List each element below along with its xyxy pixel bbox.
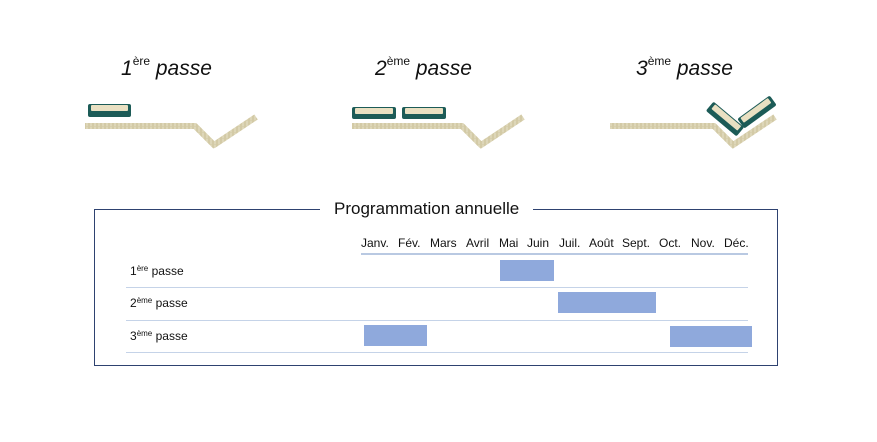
pass-number: 2	[130, 296, 137, 310]
pass-number: 1	[121, 57, 133, 80]
period-bar-pass-3a	[364, 325, 427, 346]
schedule-title: Programmation annuelle	[320, 199, 534, 219]
row-divider	[126, 352, 748, 353]
pass-number: 3	[636, 57, 648, 80]
row-label-pass-3: 3ème passe	[130, 329, 188, 343]
pass-word: passe	[151, 264, 184, 278]
pass-number: 2	[375, 57, 387, 80]
month-label: Juil.	[559, 236, 581, 250]
row-divider	[126, 287, 748, 288]
month-label: Mars	[430, 236, 457, 250]
mower-blade-icon	[352, 107, 396, 119]
pass-title-1: 1ère passe	[121, 54, 212, 81]
month-label: Mai	[499, 236, 519, 250]
terrain-profile-1	[85, 114, 258, 149]
header-divider	[361, 253, 748, 255]
pass-suffix: ème	[386, 54, 411, 68]
mower-blade-icon	[402, 107, 446, 119]
row-label-pass-2: 2ème passe	[130, 296, 188, 310]
terrain-profile-3	[610, 114, 777, 149]
month-label: Oct.	[659, 236, 682, 250]
pass-suffix: ème	[647, 54, 672, 68]
mower-blade-icon	[88, 104, 131, 117]
month-label: Sept.	[622, 236, 651, 250]
month-label: Juin	[527, 236, 550, 250]
period-bar-pass-3b	[670, 326, 752, 347]
row-divider	[126, 320, 748, 321]
month-label: Avril	[466, 236, 490, 250]
month-label: Nov.	[691, 236, 715, 250]
period-bar-pass-2	[558, 292, 656, 313]
pass-number: 1	[130, 264, 137, 278]
mower-blade-icon	[706, 102, 744, 136]
pass-title-2: 2ème passe	[375, 54, 472, 81]
row-label-pass-1: 1ère passe	[130, 264, 184, 278]
month-label: Déc.	[724, 236, 749, 250]
period-bar-pass-1	[500, 260, 554, 281]
mowing-illustrations	[85, 96, 777, 149]
month-label: Août	[589, 236, 614, 250]
mower-blade-icon	[738, 96, 776, 128]
pass-number: 3	[130, 329, 137, 343]
pass-word: passe	[155, 296, 188, 310]
pass-title-3: 3ème passe	[636, 54, 733, 81]
pass-word: passe	[415, 57, 472, 80]
month-label: Fév.	[398, 236, 421, 250]
pass-word: passe	[676, 57, 733, 80]
terrain-profile-2	[352, 114, 525, 149]
month-label: Janv.	[361, 236, 389, 250]
pass-word: passe	[155, 329, 188, 343]
pass-suffix: ème	[136, 329, 153, 338]
pass-suffix: ème	[136, 296, 153, 305]
pass-suffix: ère	[136, 264, 149, 273]
pass-word: passe	[155, 57, 212, 80]
pass-suffix: ère	[132, 54, 151, 68]
